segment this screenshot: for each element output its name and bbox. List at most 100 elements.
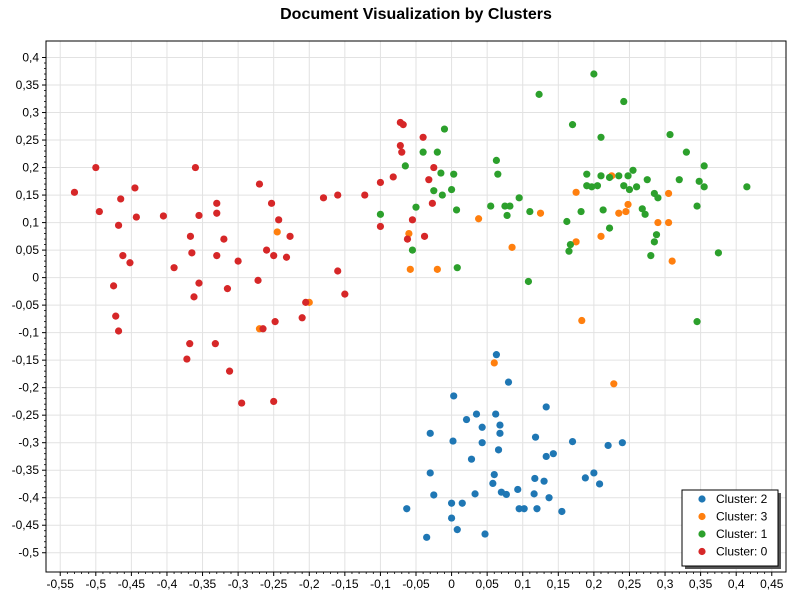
data-point <box>420 232 429 240</box>
x-tick-label: -0,3 <box>228 577 249 591</box>
data-point <box>389 173 397 181</box>
data-point <box>449 437 457 445</box>
data-point <box>478 439 486 447</box>
data-point <box>117 195 125 203</box>
data-point <box>398 148 406 156</box>
data-point <box>572 188 580 196</box>
data-point <box>536 209 545 217</box>
data-point <box>566 240 575 249</box>
data-point <box>599 206 607 214</box>
data-point <box>494 170 502 178</box>
y-tick-label: -0,1 <box>18 326 39 340</box>
data-points <box>70 70 751 541</box>
data-point <box>438 191 446 199</box>
data-point <box>478 423 486 431</box>
data-point <box>302 298 310 306</box>
data-point <box>501 202 509 210</box>
data-point <box>590 469 598 477</box>
data-point <box>450 392 458 400</box>
series-cluster-0 <box>70 118 438 407</box>
x-tick-label: 0 <box>448 577 455 591</box>
x-tick-label: 0,4 <box>728 577 745 591</box>
data-point <box>618 439 626 447</box>
data-point <box>186 340 194 348</box>
y-tick-label: -0,45 <box>12 518 40 532</box>
data-point <box>405 229 413 238</box>
data-point <box>298 314 306 322</box>
data-point <box>632 183 641 191</box>
data-point <box>588 183 596 191</box>
data-point <box>643 176 651 184</box>
data-point <box>114 221 123 229</box>
data-point <box>447 514 456 522</box>
data-point <box>472 410 481 418</box>
data-point <box>531 433 540 441</box>
data-point <box>503 211 511 220</box>
data-point <box>693 202 701 210</box>
data-point <box>568 437 577 446</box>
data-point <box>530 490 538 498</box>
data-point <box>213 199 221 207</box>
y-tick-label: -0,2 <box>18 381 39 395</box>
data-point <box>440 125 449 133</box>
y-tick-label: -0,25 <box>12 408 40 422</box>
data-point <box>270 397 278 406</box>
data-point <box>453 526 461 534</box>
data-point <box>492 410 500 418</box>
data-point <box>624 172 632 180</box>
data-point <box>433 265 441 273</box>
data-point <box>514 485 522 494</box>
data-point <box>447 499 456 507</box>
data-point <box>581 474 589 482</box>
data-point <box>211 340 219 348</box>
data-point <box>191 163 200 172</box>
data-point <box>526 207 534 216</box>
data-point <box>131 184 139 192</box>
data-point <box>652 231 661 239</box>
data-point <box>700 162 708 170</box>
data-point <box>597 232 605 240</box>
data-point <box>520 505 528 513</box>
data-point <box>620 182 628 190</box>
data-point <box>319 194 328 202</box>
data-point <box>450 170 458 178</box>
y-tick-label: -0,35 <box>12 463 40 477</box>
data-point <box>654 194 662 202</box>
data-point <box>487 202 495 210</box>
data-point <box>504 378 513 386</box>
data-point <box>625 185 634 194</box>
data-point <box>70 188 79 196</box>
data-point <box>462 415 471 424</box>
data-point <box>286 232 294 240</box>
data-point <box>408 246 417 254</box>
y-tick-label: 0 <box>32 271 39 285</box>
y-tick-label: -0,4 <box>18 491 39 505</box>
data-point <box>610 380 618 388</box>
data-point <box>467 455 476 463</box>
data-point <box>132 213 140 221</box>
data-point <box>542 452 550 461</box>
data-point <box>403 505 411 513</box>
data-point <box>190 293 198 301</box>
data-point <box>183 355 191 363</box>
data-point <box>430 163 438 172</box>
data-point <box>604 441 612 450</box>
x-tick-label: -0,5 <box>85 577 106 591</box>
data-point <box>542 403 550 411</box>
data-point <box>615 209 623 217</box>
x-tick-label: 0,15 <box>547 577 571 591</box>
data-point <box>515 505 523 513</box>
data-point <box>238 399 246 407</box>
data-point <box>650 238 658 246</box>
data-point <box>195 211 203 220</box>
x-tick-label: 0,2 <box>586 577 603 591</box>
data-point <box>496 421 504 429</box>
data-point <box>583 170 591 178</box>
data-point <box>545 494 553 502</box>
data-point <box>605 173 614 182</box>
x-tick-label: 0,45 <box>760 577 784 591</box>
legend-label: Cluster: 1 <box>716 527 768 541</box>
data-point <box>114 327 123 335</box>
data-point <box>693 318 701 326</box>
data-point <box>641 210 649 218</box>
